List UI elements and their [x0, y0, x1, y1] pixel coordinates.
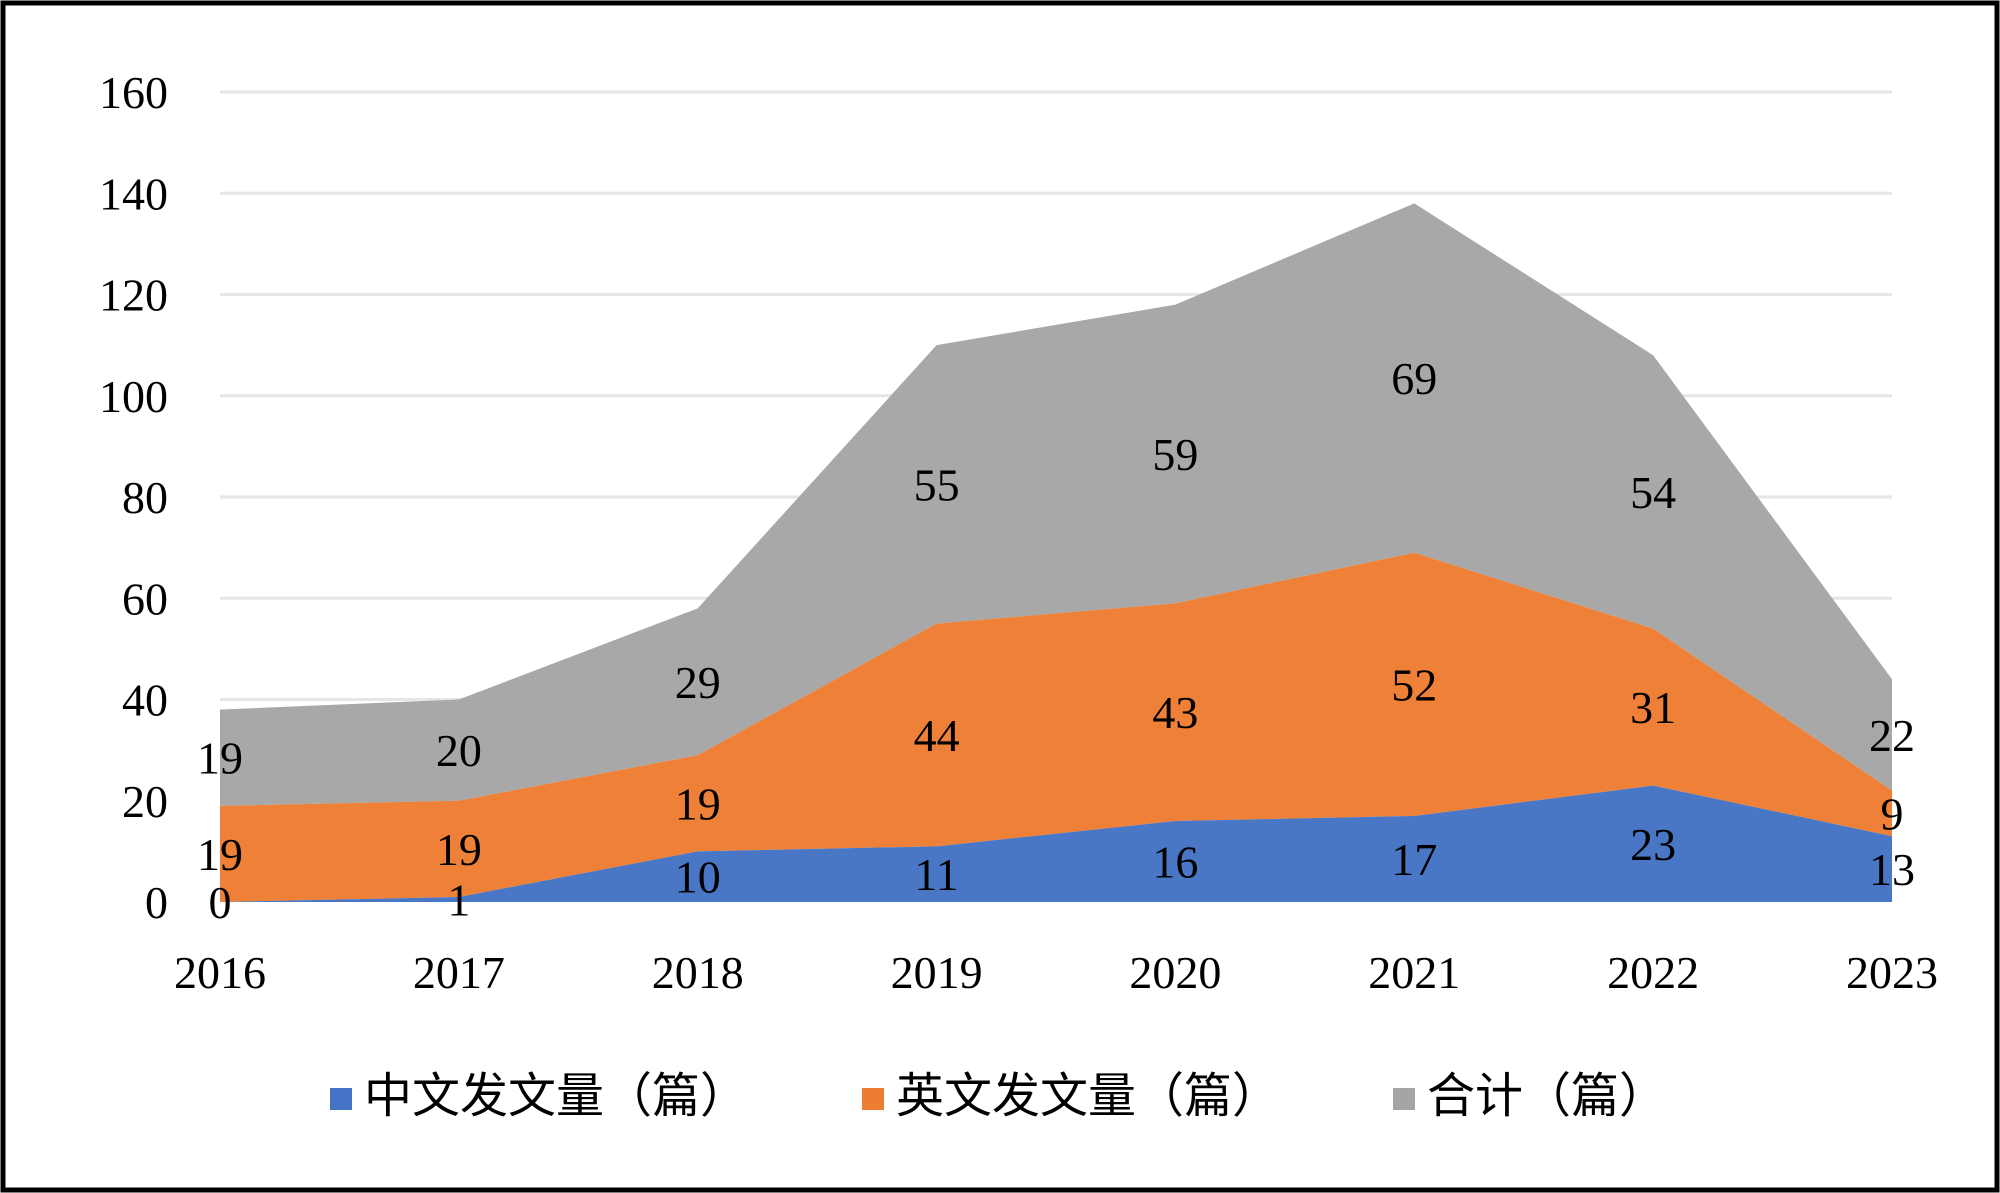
legend: 中文发文量（篇） 英文发文量（篇） 合计（篇）	[330, 1068, 1667, 1124]
legend-label-total: 合计（篇）	[1427, 1068, 1667, 1124]
data-label-chinese-2023: 13	[1869, 844, 1915, 895]
data-label-chinese-2019: 11	[914, 849, 958, 900]
data-label-chinese-2016: 0	[209, 877, 232, 928]
legend-swatch-english	[862, 1088, 884, 1110]
x-axis-ticks: 2016 2017 2018 2019 2020 2021 2022 2023	[174, 947, 1938, 998]
area-english	[220, 552, 1892, 902]
data-label-english-2018: 19	[675, 778, 721, 829]
y-tick-label-160: 160	[99, 67, 168, 118]
data-label-english-2017: 19	[436, 824, 482, 875]
x-tick-label-2022: 2022	[1607, 947, 1699, 998]
y-tick-label-0: 0	[145, 877, 168, 928]
data-label-chinese-2018: 10	[675, 852, 721, 903]
data-label-total-2017: 20	[436, 725, 482, 776]
data-label-total-2023: 22	[1869, 710, 1915, 761]
data-label-total-2021: 69	[1391, 353, 1437, 404]
data-label-english-2021: 52	[1391, 659, 1437, 710]
x-tick-label-2023: 2023	[1846, 947, 1938, 998]
y-axis-ticks: 0 20 40 60 80 100 120 140 160	[99, 67, 168, 928]
x-tick-label-2020: 2020	[1129, 947, 1221, 998]
y-tick-label-140: 140	[99, 168, 168, 219]
legend-swatch-chinese	[330, 1088, 352, 1110]
area-series	[220, 203, 1892, 902]
area-chinese	[220, 785, 1892, 902]
legend-label-english: 英文发文量（篇）	[896, 1068, 1280, 1124]
y-tick-label-20: 20	[122, 776, 168, 827]
legend-label-chinese: 中文发文量（篇）	[364, 1068, 748, 1124]
x-tick-label-2017: 2017	[413, 947, 505, 998]
data-label-total-2018: 29	[675, 657, 721, 708]
y-tick-label-40: 40	[122, 675, 168, 726]
y-tick-label-80: 80	[122, 472, 168, 523]
data-labels: 0 1 10 11 16 17 23 13 19 19 19 44 43 52 31 9 19 20 29 55 59 6…	[197, 353, 1915, 928]
data-label-chinese-2021: 17	[1391, 834, 1437, 885]
data-label-english-2020: 43	[1152, 687, 1198, 738]
x-tick-label-2016: 2016	[174, 947, 266, 998]
data-label-english-2023: 9	[1881, 788, 1904, 839]
data-label-total-2019: 55	[914, 459, 960, 510]
legend-swatch-total	[1393, 1088, 1415, 1110]
x-tick-label-2019: 2019	[891, 947, 983, 998]
x-tick-label-2018: 2018	[652, 947, 744, 998]
data-label-chinese-2022: 23	[1630, 819, 1676, 870]
data-label-total-2016: 19	[197, 733, 243, 784]
data-label-english-2019: 44	[914, 710, 960, 761]
data-label-chinese-2017: 1	[447, 874, 470, 925]
data-label-english-2016: 19	[197, 829, 243, 880]
data-label-english-2022: 31	[1630, 682, 1676, 733]
x-tick-label-2021: 2021	[1368, 947, 1460, 998]
y-tick-label-60: 60	[122, 573, 168, 624]
data-label-total-2022: 54	[1630, 467, 1676, 518]
area-total	[220, 203, 1892, 806]
data-label-chinese-2020: 16	[1152, 837, 1198, 888]
data-label-total-2020: 59	[1152, 429, 1198, 480]
y-tick-label-120: 120	[99, 270, 168, 321]
y-tick-label-100: 100	[99, 371, 168, 422]
